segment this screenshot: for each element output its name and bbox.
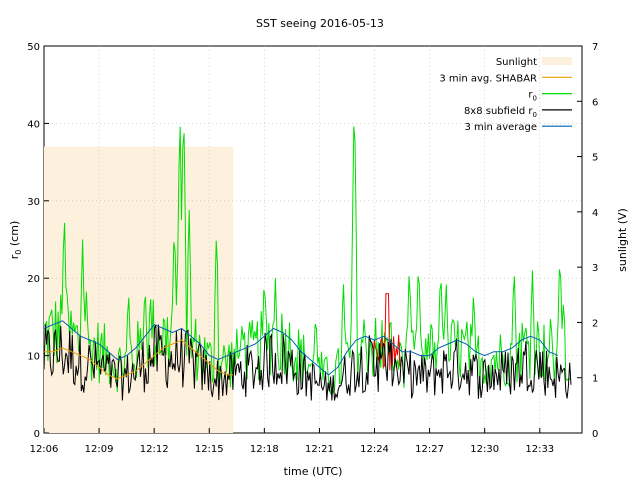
- legend-label: Sunlight: [496, 57, 537, 68]
- x-axis-label: time (UTC): [284, 465, 343, 478]
- y-tick-label-left: 0: [34, 429, 40, 440]
- y-tick-label-left: 30: [27, 197, 40, 208]
- x-tick-label: 12:21: [305, 444, 334, 455]
- y-tick-label-left: 50: [27, 42, 40, 53]
- x-tick-label: 12:24: [360, 444, 389, 455]
- y-axis-left-label: r0 (cm): [8, 221, 23, 259]
- chart-title: SST seeing 2016-05-13: [256, 17, 384, 30]
- legend-label: r0: [528, 90, 537, 103]
- x-tick-label: 12:27: [415, 444, 444, 455]
- y-tick-label-right: 4: [592, 208, 598, 219]
- y-tick-label-left: 10: [27, 352, 40, 363]
- y-tick-label-right: 3: [592, 263, 598, 274]
- y-tick-label-right: 6: [592, 97, 598, 108]
- series-3min-avg-shabar: [44, 339, 234, 380]
- y-axis-right-label: sunlight (V): [616, 208, 629, 272]
- series-3min-average: [43, 320, 559, 376]
- legend-swatch: [542, 57, 572, 65]
- sunlight-area: [44, 146, 234, 433]
- y-tick-label-right: 2: [592, 318, 598, 329]
- legend-label: 3 min avg. SHABAR: [439, 73, 537, 84]
- legend-label: 8x8 subfield r0: [464, 106, 537, 119]
- x-tick-label: 12:33: [525, 444, 554, 455]
- legend-label: 3 min average: [464, 122, 537, 133]
- y-tick-label-right: 5: [592, 153, 598, 164]
- x-tick-label: 12:15: [195, 444, 224, 455]
- y-tick-label-right: 1: [592, 374, 598, 385]
- series-r0-flagged: [372, 293, 401, 371]
- y-tick-label-left: 40: [27, 119, 40, 130]
- y-tick-label-right: 7: [592, 42, 598, 53]
- x-tick-label: 12:09: [85, 444, 114, 455]
- x-tick-label: 12:18: [250, 444, 279, 455]
- x-tick-label: 12:30: [470, 444, 499, 455]
- x-tick-label: 12:12: [140, 444, 169, 455]
- series-8x8-subfield-r0: [43, 324, 572, 401]
- y-tick-label-right: 0: [592, 429, 598, 440]
- y-tick-label-left: 20: [27, 274, 40, 285]
- x-tick-label: 12:06: [30, 444, 59, 455]
